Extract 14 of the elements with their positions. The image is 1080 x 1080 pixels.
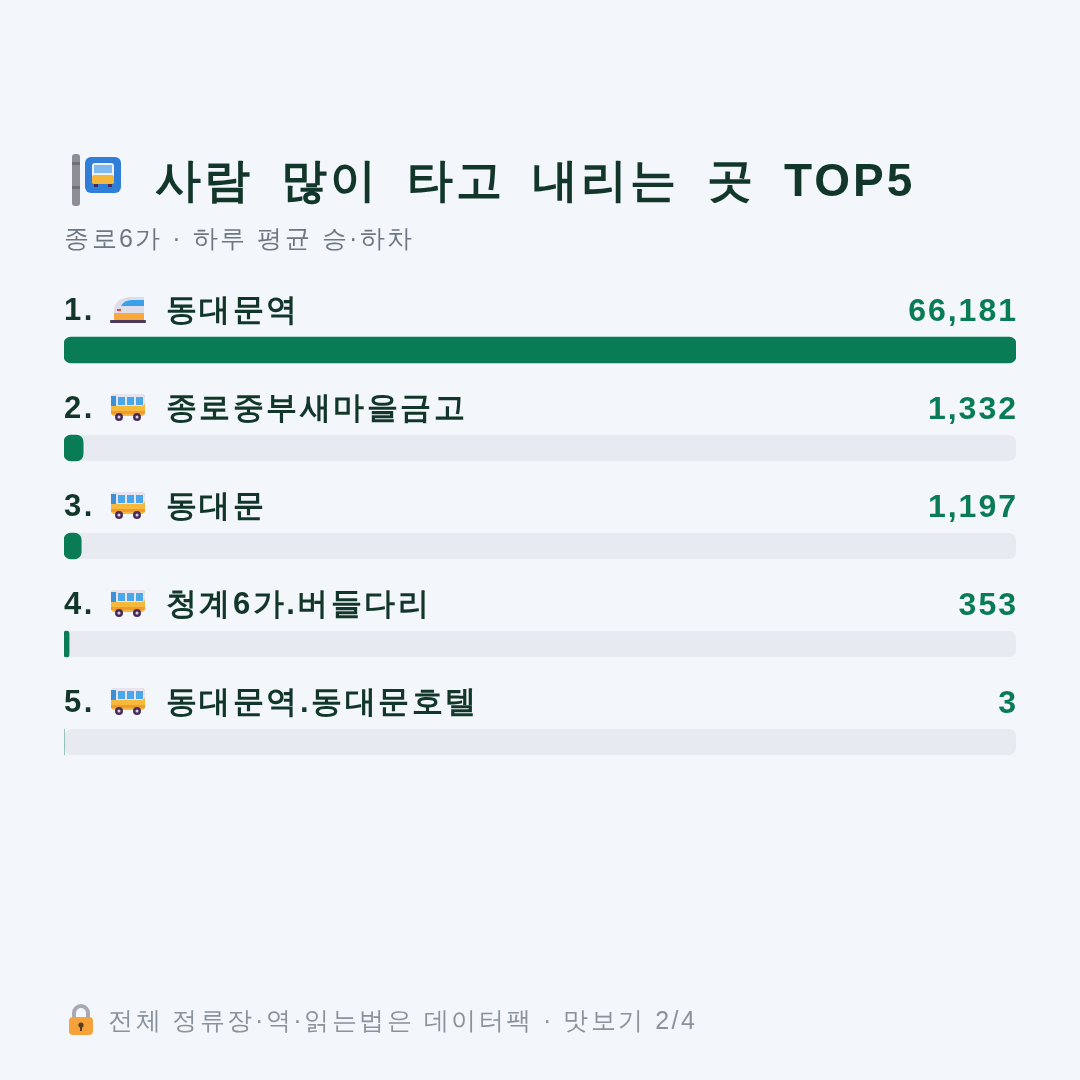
y-tick-label: 1. 동대문역 [64, 291, 300, 329]
text: 전체 정류장·역·읽는법은 데이터팩 · 맛보기 2/4 [108, 1005, 698, 1036]
y-tick-label: 2. 종로중부새마을금고 [64, 389, 468, 427]
data-label: 1,332 [927, 389, 1018, 428]
data-label: 66,181 [908, 291, 1018, 330]
bar [64, 630, 70, 658]
chart-subtitle: 종로6가 · 하루 평균 승·하차 [64, 223, 415, 254]
data-label: 3 [998, 683, 1018, 722]
data-label: 1,197 [927, 487, 1018, 526]
data-label: 353 [958, 585, 1018, 624]
y-tick-label: 3. 동대문 [64, 487, 267, 525]
y-tick-label: 5. 동대문역.동대문호텔 [64, 683, 479, 721]
y-tick-label: 4. 청계6가.버들다리 [64, 585, 432, 623]
chart-title: 사람 많이 타고 내리는 곳 TOP5 [155, 153, 916, 208]
